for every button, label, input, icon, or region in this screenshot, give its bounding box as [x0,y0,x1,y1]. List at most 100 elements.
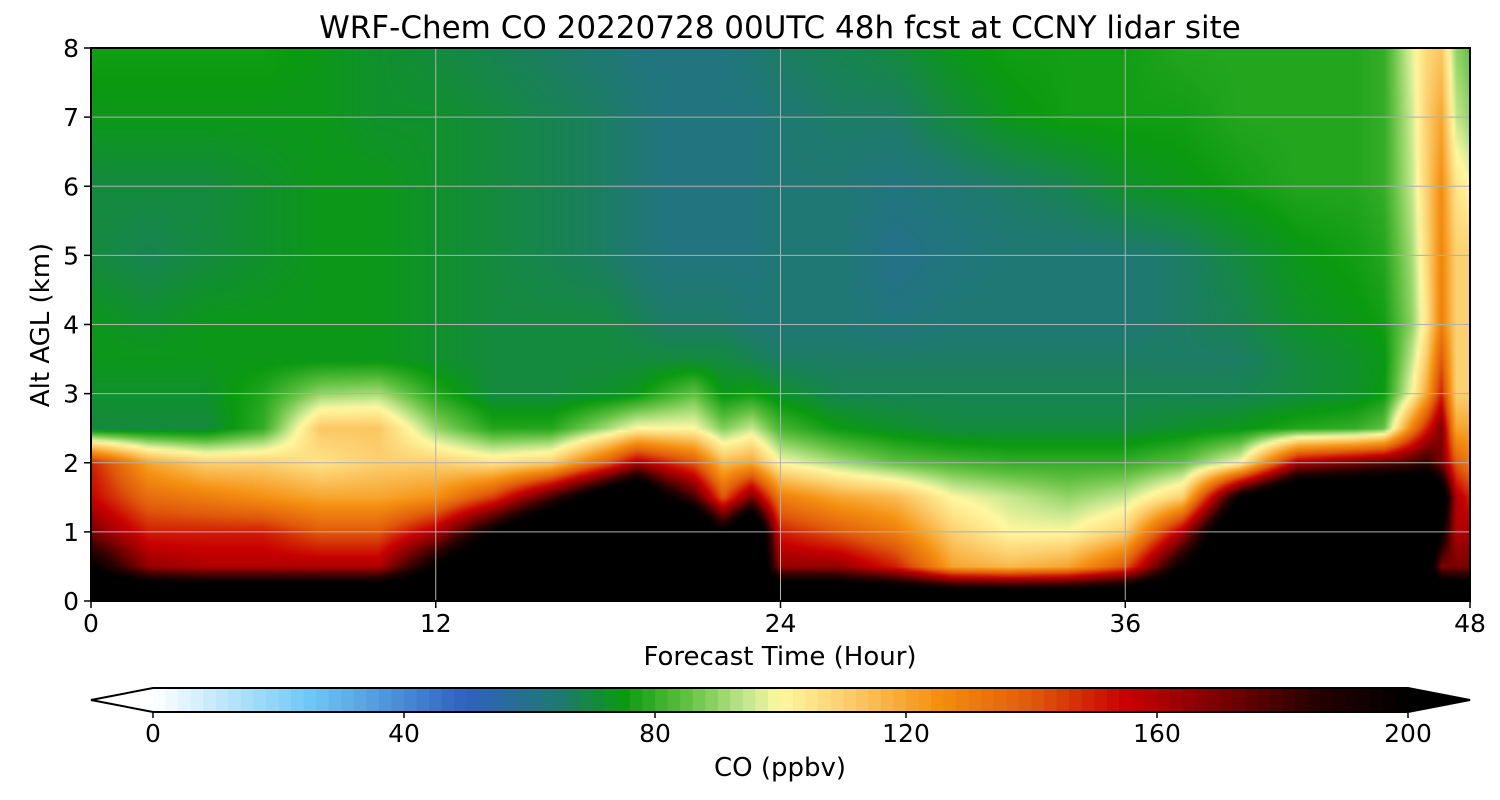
colorbar-band [378,688,393,712]
colorbar-band [265,688,280,712]
colorbar-band [617,688,631,712]
y-axis-label: Alt AGL (km) [26,243,56,407]
colorbar-band [780,688,794,712]
colorbar-band [1370,688,1384,712]
colorbar-band [178,688,192,712]
colorbar-band [303,688,317,712]
colorbar-band [1194,688,1208,712]
colorbar-band [981,688,995,712]
colorbar-band [529,688,543,712]
colorbar-tick-label: 200 [1384,719,1432,748]
colorbar-band [1169,688,1183,712]
colorbar-band [1056,688,1070,712]
x-tick-label: 48 [1454,609,1486,638]
colorbar-band [1257,688,1271,712]
colorbar-band [240,688,254,712]
colorbar-band [1219,688,1233,712]
colorbar-band [554,688,568,712]
colorbar-band [1182,688,1196,712]
colorbar-band [880,688,895,712]
colorbar-band [868,688,882,712]
colorbar-band [353,688,367,712]
colorbar-band [1332,688,1346,712]
colorbar-band [755,688,769,712]
chart-title: WRF-Chem CO 20220728 00UTC 48h fcst at C… [319,10,1241,46]
colorbar-band [1295,688,1309,712]
colorbar-band [1382,688,1397,712]
colorbar-band [391,688,405,712]
y-tick-label: 5 [63,241,79,270]
colorbar-band [316,688,330,712]
colorbar-band [1081,688,1095,712]
colorbar-band [1069,688,1083,712]
colorbar-band [228,688,242,712]
colorbar-band [855,688,869,712]
colorbar-band [1395,688,1409,712]
y-tick-label: 4 [63,311,79,340]
x-tick-label: 12 [420,609,452,638]
colorbar-band [1232,688,1246,712]
colorbar-band [215,688,229,712]
colorbar-band [1345,688,1359,712]
colorbar-band [993,688,1007,712]
colorbar-tick-label: 120 [882,719,930,748]
colorbar-band [165,688,179,712]
x-tick-label: 24 [765,609,797,638]
colorbar-band [843,688,857,712]
colorbar-band [642,688,656,712]
colorbar-band [931,688,945,712]
colorbar-tick-label: 40 [388,719,420,748]
colorbar-tick-label: 0 [145,719,161,748]
colorbar-band [1157,688,1171,712]
colorbar-band [429,688,443,712]
colorbar-band [1031,688,1045,712]
colorbar-band [968,688,982,712]
y-tick-label: 0 [63,587,79,616]
colorbar-band [667,688,681,712]
colorbar: 0 40 80 120 160 200 [90,687,1471,748]
colorbar-under-extension [91,688,153,712]
colorbar-band [153,688,167,712]
colorbar-band [767,688,782,712]
colorbar-band [692,688,706,712]
colorbar-band [542,688,556,712]
colorbar-band [1094,688,1108,712]
colorbar-band [1018,688,1033,712]
colorbar-band [516,688,531,712]
colorbar-band [491,688,505,712]
colorbar-label: CO (ppbv) [714,753,846,783]
colorbar-band [454,688,468,712]
colorbar-band [592,688,606,712]
y-tick-label: 1 [63,518,79,547]
colorbar-band [830,688,844,712]
colorbar-over-extension [1408,688,1470,712]
x-tick-label: 0 [83,609,99,638]
colorbar-band [680,688,694,712]
colorbar-band [1269,688,1284,712]
x-axis-label: Forecast Time (Hour) [643,642,916,672]
colorbar-band [793,688,807,712]
colorbar-band [203,688,217,712]
colorbar-band [441,688,455,712]
colorbar-band [404,688,418,712]
y-tick-label: 2 [63,449,79,478]
colorbar-band [328,688,342,712]
y-tick-label: 7 [63,103,79,132]
x-tick-label: 36 [1109,609,1141,638]
colorbar-band [479,688,493,712]
colorbar-band [567,688,581,712]
colorbar-band [956,688,970,712]
y-tick-label: 8 [63,34,79,63]
y-tick-label: 6 [63,172,79,201]
colorbar-band [655,688,669,712]
colorbar-band [416,688,430,712]
colorbar-band [1244,688,1258,712]
colorbar-tick-label: 160 [1133,719,1181,748]
colorbar-band [705,688,719,712]
colorbar-band [253,688,267,712]
colorbar-band [893,688,907,712]
colorbar-band [1320,688,1334,712]
colorbar-band [717,688,731,712]
colorbar-band [943,688,957,712]
